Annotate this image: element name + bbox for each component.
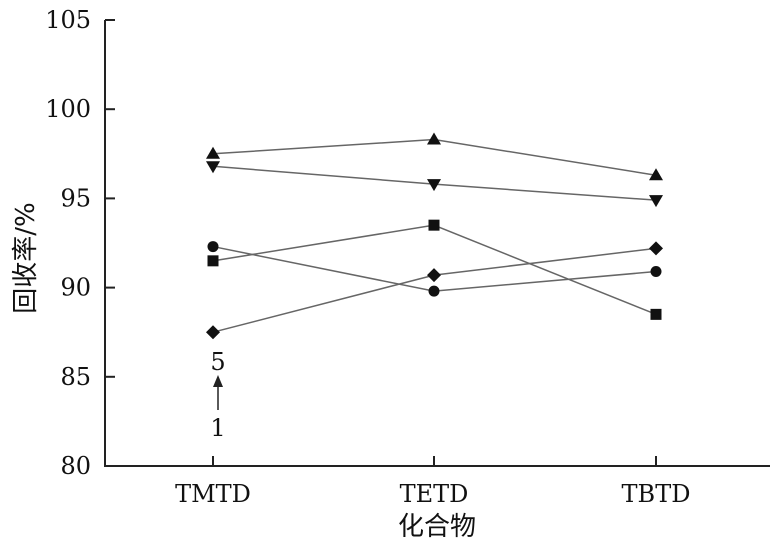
y-tick-label: 100 [45, 95, 91, 123]
series-line [212, 138, 657, 176]
annotation-arrow-head [213, 375, 223, 387]
series-triangle-down [206, 161, 663, 208]
axes [104, 20, 770, 467]
data-point-diamond [649, 241, 663, 256]
data-point-circle [207, 241, 219, 253]
x-tick-label: TBTD [622, 480, 691, 508]
x-axis-title: 化合物 [398, 512, 476, 542]
data-point-square [650, 308, 662, 320]
annotation-top-label: 5 [210, 348, 225, 376]
y-axis-title: 回收率/% [11, 202, 41, 313]
series-order-annotation: 5 1 [210, 348, 225, 442]
series-group [206, 132, 663, 340]
data-point-circle [428, 285, 440, 297]
data-point-diamond [206, 325, 220, 340]
data-point-triangle-up [206, 146, 220, 159]
data-point-triangle-up [649, 168, 663, 181]
annotation-bottom-label: 1 [210, 414, 225, 442]
series-triangle-up [206, 132, 663, 181]
y-tick-label: 105 [45, 6, 91, 34]
data-point-triangle-down [206, 161, 220, 174]
series-circle [207, 241, 662, 297]
y-tick-label: 95 [60, 184, 91, 212]
data-point-square [207, 255, 219, 267]
series-diamond [206, 241, 663, 340]
y-tick-label: 90 [60, 274, 91, 302]
data-point-triangle-up [427, 132, 441, 145]
data-point-circle [650, 266, 662, 278]
x-tick-label: TMTD [175, 480, 251, 508]
data-point-square [428, 219, 440, 231]
data-point-diamond [427, 268, 441, 283]
series-square [207, 219, 662, 320]
y-tick-label: 85 [60, 363, 91, 391]
data-point-triangle-down [427, 179, 441, 192]
x-ticks: TMTD TETD TBTD [175, 456, 690, 508]
data-point-triangle-down [649, 195, 663, 208]
y-tick-label: 80 [60, 452, 91, 480]
x-tick-label: TETD [400, 480, 469, 508]
y-ticks: 80 85 90 95 100 105 [45, 6, 115, 480]
